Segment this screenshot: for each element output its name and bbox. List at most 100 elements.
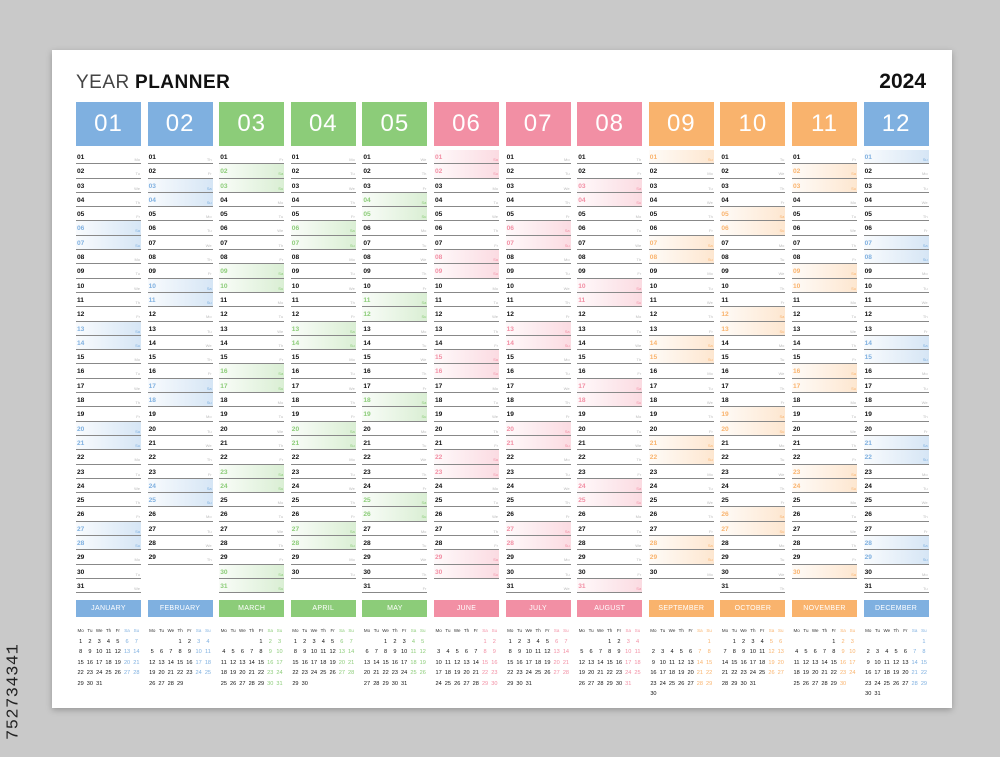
day-row[interactable]: 18 Mo — [219, 393, 285, 408]
day-row[interactable]: 15 Tu — [720, 350, 786, 365]
day-row[interactable]: 07 Tu — [362, 236, 428, 251]
day-row[interactable]: 01 Su — [863, 150, 929, 165]
day-row[interactable]: 04 Fr — [720, 193, 786, 208]
day-row[interactable]: 04 Mo — [792, 193, 857, 208]
day-row[interactable]: 31 We — [76, 579, 141, 594]
day-row[interactable]: 24 Su — [219, 478, 285, 494]
day-row[interactable]: 16 Sa — [792, 364, 857, 379]
day-row[interactable]: 26 Sa — [720, 507, 786, 522]
day-row[interactable]: 16 Fr — [577, 364, 643, 379]
day-row[interactable]: 15 Mo — [505, 350, 571, 365]
day-row[interactable]: 20 We — [792, 422, 857, 436]
day-row[interactable]: 06 Tu — [577, 221, 643, 236]
day-row[interactable]: 22 Sa — [434, 450, 499, 465]
day-row[interactable]: 10 We — [290, 279, 356, 293]
day-row[interactable]: 02 Sa — [219, 164, 285, 179]
day-row[interactable]: 26 Fr — [290, 507, 356, 522]
day-row[interactable]: 28 Sa — [863, 536, 929, 551]
day-row[interactable]: 14 Fr — [434, 336, 499, 351]
day-row[interactable]: 27 Tu — [147, 522, 213, 537]
day-row[interactable]: 02 Th — [362, 164, 428, 179]
day-row[interactable]: 24 Tu — [648, 479, 714, 494]
day-row[interactable]: 27 Th — [434, 522, 499, 537]
day-row[interactable]: 14 Su — [505, 335, 571, 351]
day-row[interactable]: 15 Sa — [434, 350, 499, 365]
day-row[interactable]: 20 Sa — [290, 421, 356, 436]
day-row[interactable]: 27 We — [792, 522, 857, 537]
day-row[interactable]: 03 Sa — [147, 178, 213, 193]
day-row[interactable]: 23 Th — [362, 465, 428, 479]
day-row[interactable]: 26 Th — [863, 507, 929, 522]
day-row[interactable]: 18 Th — [505, 393, 571, 408]
day-row[interactable]: 06 We — [792, 221, 857, 236]
day-row[interactable]: 01 Fr — [219, 150, 285, 165]
day-row[interactable]: 07 We — [147, 236, 213, 251]
day-row[interactable]: 31 Su — [219, 578, 285, 594]
day-row[interactable]: 09 Fr — [147, 264, 213, 279]
day-row[interactable]: 23 We — [720, 465, 786, 479]
day-row[interactable]: 20 Tu — [147, 422, 213, 436]
day-row[interactable]: 02 Mo — [863, 164, 929, 179]
day-row[interactable]: 14 Sa — [648, 335, 714, 351]
day-row[interactable]: 05 Th — [648, 207, 714, 222]
day-row[interactable]: 28 We — [147, 536, 213, 551]
day-row[interactable]: 29 Fr — [219, 550, 285, 565]
day-row[interactable]: 21 Sa — [648, 435, 714, 451]
day-row[interactable]: 12 Mo — [577, 307, 643, 322]
day-row[interactable]: 15 Mo — [76, 350, 141, 365]
day-row[interactable]: 11 We — [648, 293, 714, 308]
day-row[interactable]: 08 Mo — [76, 250, 141, 265]
day-row[interactable]: 03 We — [76, 179, 141, 193]
day-row[interactable]: 11 Su — [147, 292, 213, 308]
day-row[interactable]: 26 Tu — [219, 507, 285, 522]
day-row[interactable]: 23 Mo — [648, 465, 714, 479]
day-row[interactable]: 15 Th — [577, 350, 643, 365]
day-row[interactable]: 11 Mo — [792, 293, 857, 308]
day-row[interactable]: 02 Tu — [290, 164, 356, 179]
day-row[interactable]: 22 Fr — [219, 450, 285, 465]
day-row[interactable]: 10 Mo — [434, 279, 499, 293]
day-row[interactable]: 30 Tu — [290, 565, 356, 579]
day-row[interactable]: 07 We — [577, 236, 643, 251]
day-row[interactable]: 23 Fr — [147, 465, 213, 479]
day-row[interactable]: 19 Tu — [792, 407, 857, 422]
day-row[interactable]: 15 Fr — [792, 350, 857, 365]
day-row[interactable]: 10 Fr — [362, 279, 428, 293]
day-row[interactable]: 09 Su — [434, 264, 499, 279]
day-row[interactable]: 19 Mo — [577, 407, 643, 422]
day-row[interactable]: 16 Mo — [648, 364, 714, 379]
day-row[interactable]: 28 Sa — [648, 536, 714, 551]
day-row[interactable]: 21 We — [147, 436, 213, 451]
day-row[interactable]: 26 Th — [648, 507, 714, 522]
day-row[interactable]: 20 Mo — [362, 422, 428, 436]
day-row[interactable]: 21 Su — [505, 435, 571, 451]
day-row[interactable]: 01 Mo — [505, 150, 571, 165]
day-row[interactable]: 06 Sa — [76, 221, 141, 236]
day-row[interactable]: 12 We — [434, 307, 499, 322]
day-row[interactable]: 06 Fr — [863, 221, 929, 236]
day-row[interactable]: 30 Tu — [76, 565, 141, 579]
day-row[interactable]: 11 Th — [290, 293, 356, 308]
day-row[interactable]: 09 Mo — [863, 264, 929, 279]
day-row[interactable]: 17 We — [76, 379, 141, 394]
day-row[interactable]: 26 Fr — [505, 507, 571, 522]
day-row[interactable]: 27 Tu — [577, 522, 643, 537]
day-row[interactable]: 03 Su — [792, 178, 857, 193]
day-row[interactable]: 02 Fr — [577, 164, 643, 179]
day-row[interactable]: 16 Tu — [290, 364, 356, 379]
day-row[interactable]: 19 Th — [863, 407, 929, 422]
day-row[interactable]: 27 Mo — [362, 522, 428, 537]
day-row[interactable]: 28 Mo — [720, 536, 786, 551]
day-row[interactable]: 25 Mo — [219, 493, 285, 508]
day-row[interactable]: 20 Sa — [76, 421, 141, 436]
day-row[interactable]: 09 Tu — [76, 264, 141, 279]
day-row[interactable]: 02 Fr — [147, 164, 213, 179]
day-row[interactable]: 30 Fr — [577, 565, 643, 579]
day-row[interactable]: 14 Mo — [720, 336, 786, 351]
day-row[interactable]: 21 Su — [290, 435, 356, 451]
day-row[interactable]: 13 We — [219, 322, 285, 336]
day-row[interactable]: 11 Tu — [434, 293, 499, 308]
day-row[interactable]: 01 Su — [648, 150, 714, 165]
day-row[interactable]: 13 Tu — [147, 322, 213, 336]
day-row[interactable]: 19 Mo — [147, 407, 213, 422]
